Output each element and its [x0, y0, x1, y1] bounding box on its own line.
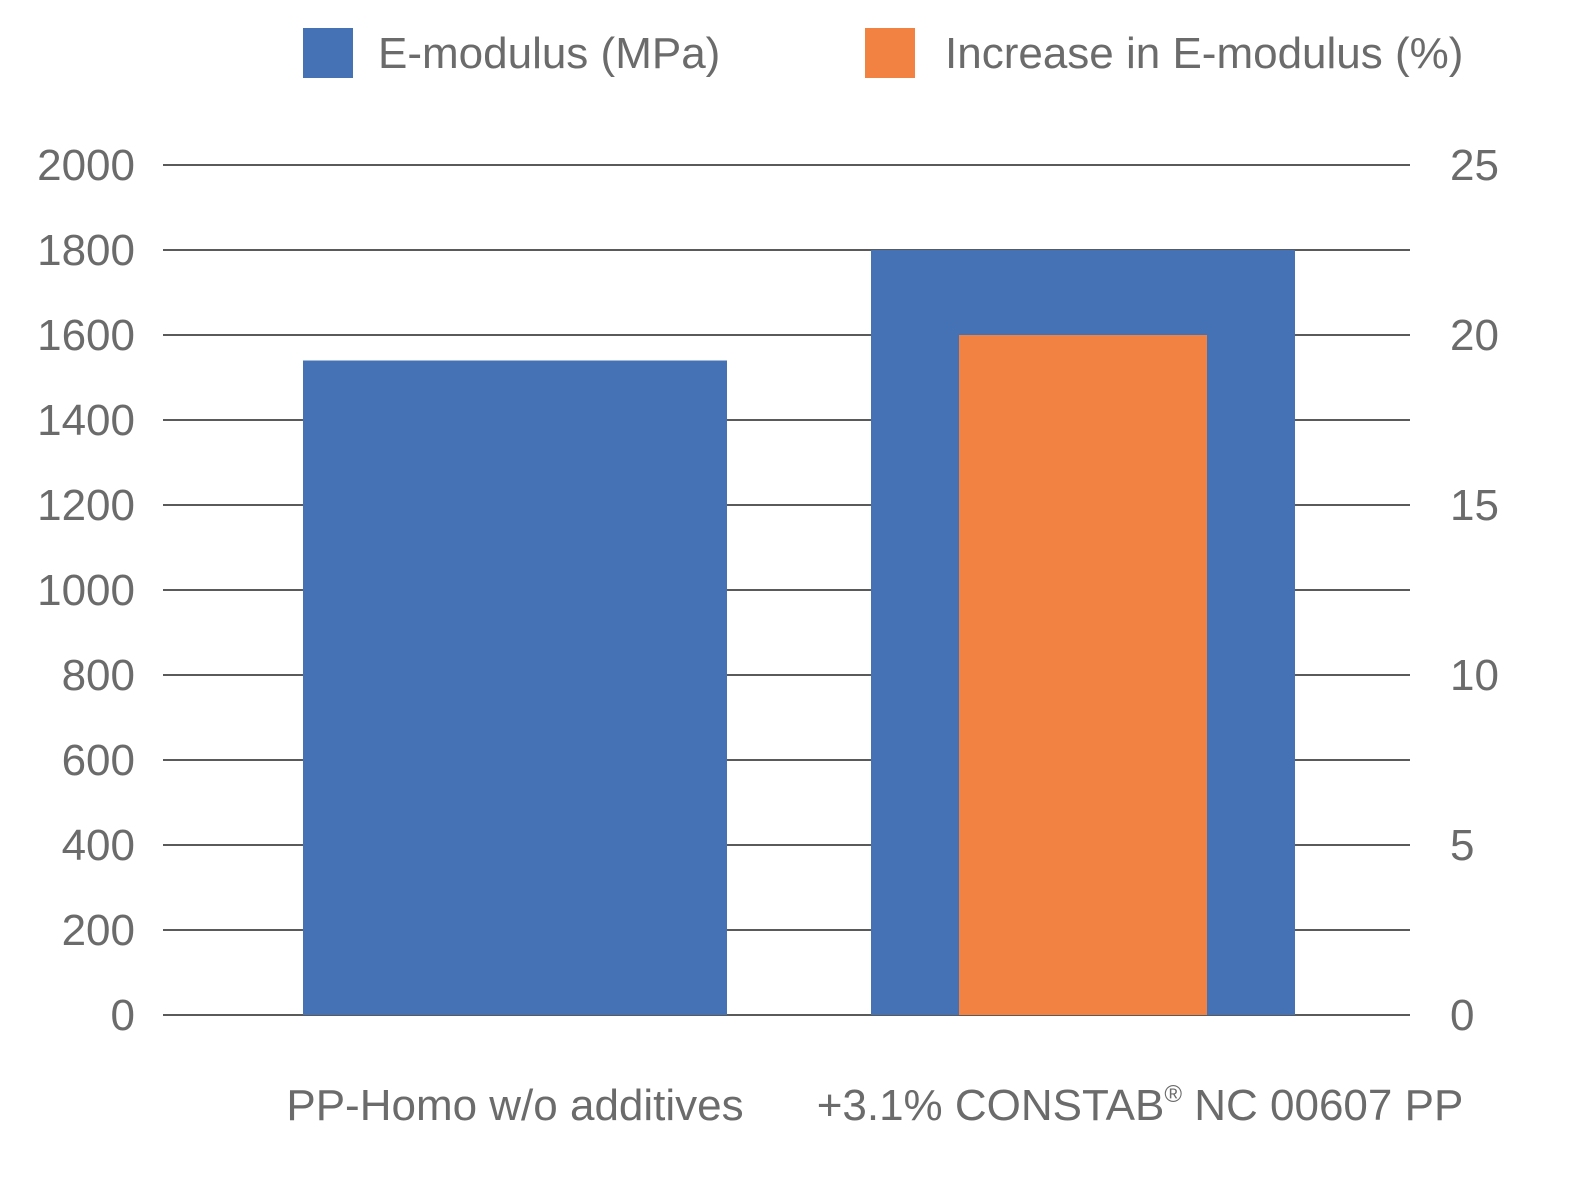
right-axis-ticks: 0 5 10 15 20 25	[1450, 141, 1499, 1040]
left-tick-label: 1200	[37, 481, 135, 530]
category-label: PP-Homo w/o additives	[286, 1081, 743, 1130]
left-tick-label: 200	[62, 906, 135, 955]
left-tick-label: 1800	[37, 226, 135, 275]
legend-swatch	[303, 28, 353, 78]
left-tick-label: 1000	[37, 566, 135, 615]
left-tick-label: 1600	[37, 311, 135, 360]
left-axis-ticks: 0 200 400 600 800 1000 1200 1400 1600 1800 2000	[37, 141, 135, 1040]
right-tick-label: 10	[1450, 651, 1499, 700]
category-label: +3.1% CONSTAB® NC 00607 PP	[817, 1081, 1464, 1130]
legend-label: Increase in E-modulus (%)	[945, 29, 1463, 78]
left-tick-label: 0	[111, 991, 135, 1040]
left-tick-label: 400	[62, 821, 135, 870]
category-labels: PP-Homo w/o additives +3.1% CONSTAB® NC 0…	[286, 1081, 1463, 1130]
bar-e-modulus	[303, 360, 727, 1015]
left-tick-label: 1400	[37, 396, 135, 445]
right-tick-label: 20	[1450, 311, 1499, 360]
right-tick-label: 15	[1450, 481, 1499, 530]
legend-swatch	[865, 28, 915, 78]
legend: E-modulus (MPa) Increase in E-modulus (%)	[303, 28, 1463, 78]
left-tick-label: 800	[62, 651, 135, 700]
left-tick-label: 600	[62, 736, 135, 785]
right-tick-label: 25	[1450, 141, 1499, 190]
right-tick-label: 5	[1450, 821, 1474, 870]
bars	[303, 250, 1295, 1015]
bar-increase-e-modulus	[959, 335, 1207, 1015]
left-tick-label: 2000	[37, 141, 135, 190]
legend-label: E-modulus (MPa)	[378, 29, 720, 78]
right-tick-label: 0	[1450, 991, 1474, 1040]
